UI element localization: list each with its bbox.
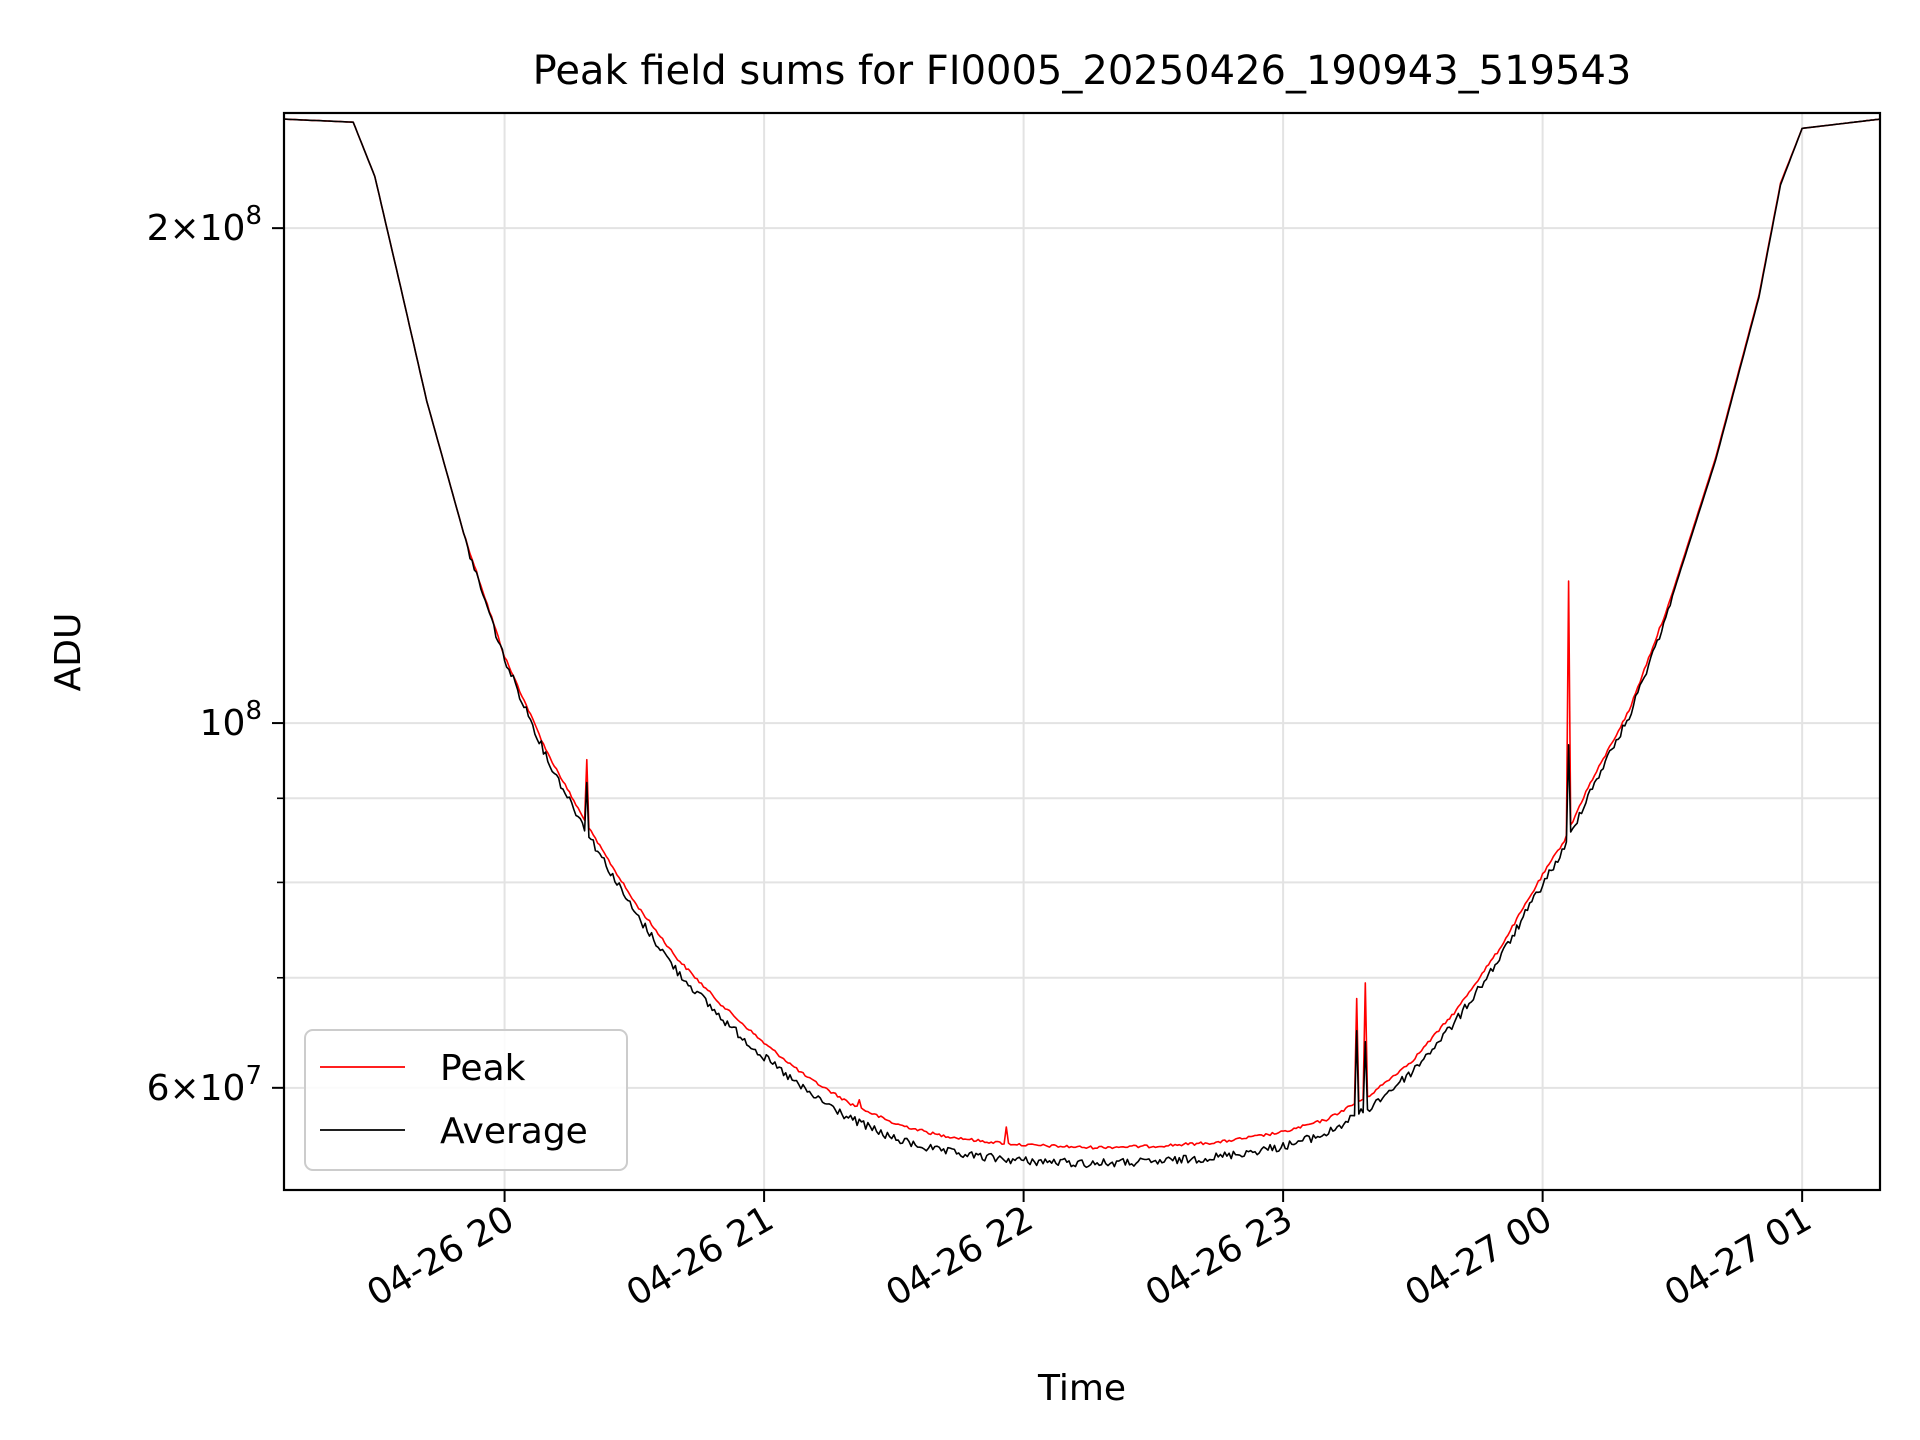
plot-frame <box>282 111 1882 1192</box>
x-axis-label: Time <box>1037 1368 1126 1409</box>
legend: Peak Average <box>304 1029 628 1171</box>
series-layer <box>284 118 1880 1169</box>
legend-peak-label: Peak <box>440 1048 526 1089</box>
y-tick-label: 6×107 <box>147 1061 262 1109</box>
grid <box>284 113 1880 1190</box>
y-axis-ticks: 2×108 108 6×107 <box>147 201 284 1109</box>
legend-box <box>304 1029 628 1171</box>
peak-series-line <box>284 118 1880 1150</box>
chart-title: Peak field sums for FI0005_20250426_1909… <box>533 48 1632 94</box>
y-tick-label: 2×108 <box>147 201 262 249</box>
average-series-line <box>284 118 1880 1169</box>
legend-average-label: Average <box>440 1111 588 1152</box>
y-axis-label: ADU <box>48 613 89 692</box>
y-tick-label: 108 <box>200 696 262 744</box>
